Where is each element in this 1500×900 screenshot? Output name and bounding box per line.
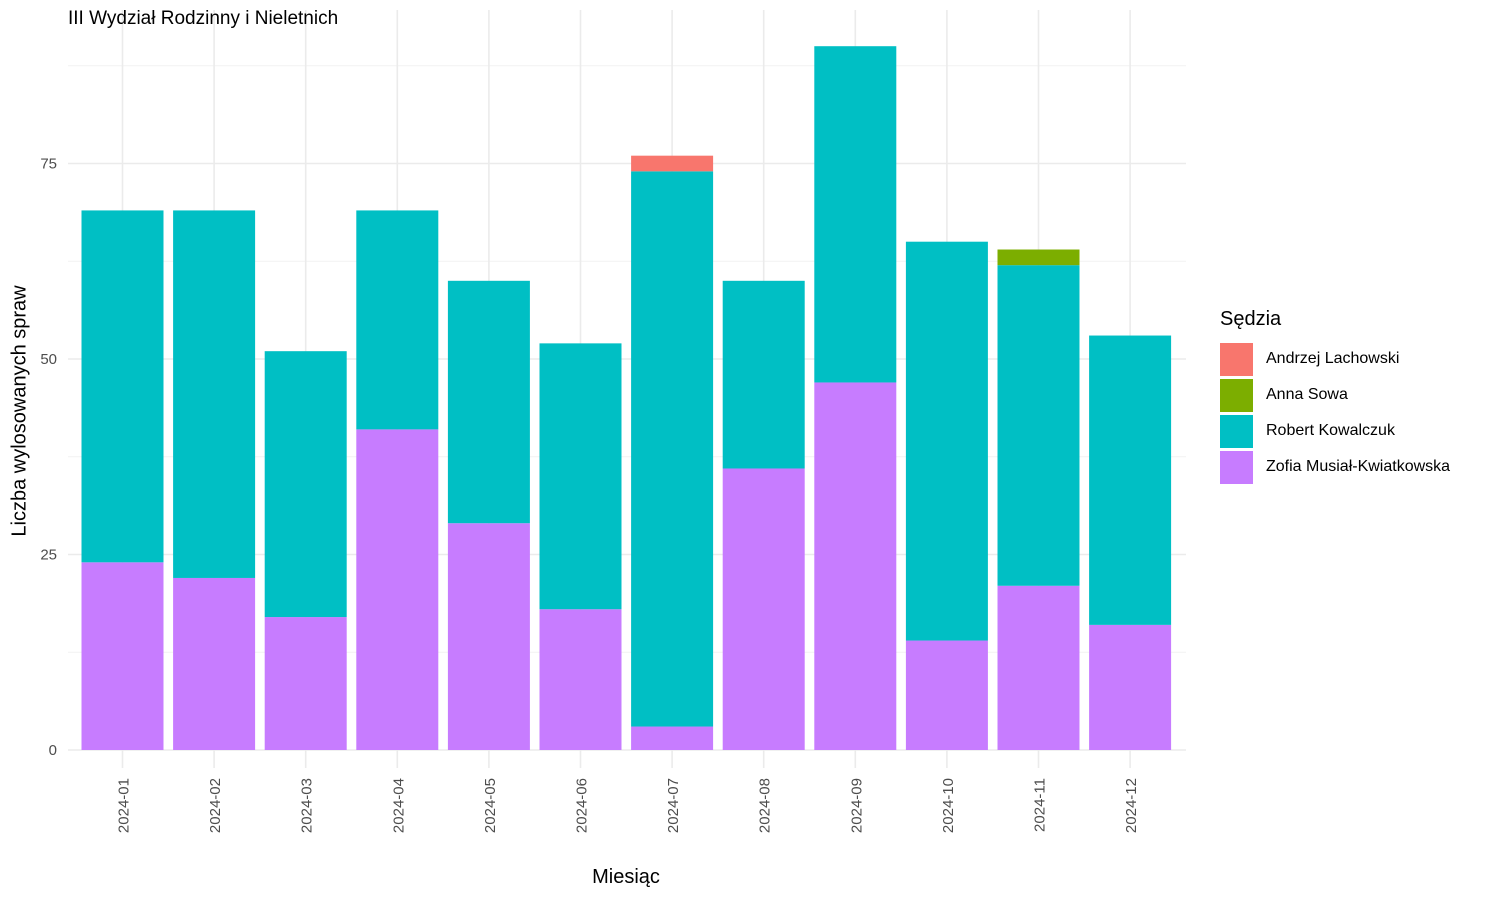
legend-swatch bbox=[1220, 378, 1253, 412]
bar-segment bbox=[997, 585, 1080, 750]
bar-segment bbox=[173, 577, 256, 750]
bar-segment bbox=[447, 523, 530, 750]
bar-segment bbox=[81, 562, 164, 750]
x-tick-label: 2024-07 bbox=[665, 778, 682, 833]
legend-swatch bbox=[1220, 450, 1253, 484]
bar-segment bbox=[722, 468, 805, 750]
bar-segment bbox=[1089, 335, 1172, 625]
legend-item: Zofia Musiał-Kwiatkowska bbox=[1220, 449, 1450, 485]
bar-segment bbox=[356, 210, 439, 430]
legend-label: Zofia Musiał-Kwiatkowska bbox=[1266, 458, 1451, 475]
bar-segment bbox=[997, 249, 1080, 266]
x-tick-label: 2024-01 bbox=[116, 778, 133, 833]
y-tick-label: 50 bbox=[40, 351, 57, 368]
bar-segment bbox=[539, 609, 622, 750]
bar-segment bbox=[539, 343, 622, 610]
bar-segment bbox=[631, 171, 714, 727]
bar-segment bbox=[631, 726, 714, 750]
y-axis-label: Liczba wylosowanych spraw bbox=[8, 285, 31, 537]
bar-segment bbox=[814, 382, 897, 750]
x-tick-label: 2024-09 bbox=[848, 778, 865, 833]
x-tick-label: 2024-04 bbox=[390, 778, 407, 833]
legend-item: Andrzej Lachowski bbox=[1220, 341, 1450, 377]
bar-segment bbox=[173, 210, 256, 578]
x-tick-label: 2024-10 bbox=[940, 778, 957, 833]
y-tick-label: 25 bbox=[40, 547, 57, 564]
bar-segment bbox=[356, 429, 439, 750]
bar-segment bbox=[447, 280, 530, 524]
x-axis-label: Miesiąc bbox=[592, 866, 660, 888]
legend-title: Sędzia bbox=[1220, 308, 1282, 330]
legend-label: Andrzej Lachowski bbox=[1266, 350, 1400, 367]
legend-swatch bbox=[1220, 342, 1253, 376]
chart-title: III Wydział Rodzinny i Nieletnich bbox=[68, 8, 339, 29]
legend-label: Anna Sowa bbox=[1266, 386, 1348, 403]
x-tick-label: 2024-03 bbox=[299, 778, 316, 833]
bar-segment bbox=[814, 46, 897, 383]
bar-segment bbox=[264, 351, 347, 618]
legend-item: Robert Kowalczuk bbox=[1220, 413, 1450, 449]
x-tick-label: 2024-02 bbox=[207, 778, 224, 833]
legend-label: Robert Kowalczuk bbox=[1266, 422, 1395, 439]
bar-segment bbox=[722, 280, 805, 469]
x-tick-label: 2024-12 bbox=[1123, 778, 1140, 833]
y-tick-label: 75 bbox=[40, 156, 57, 173]
bar-segment bbox=[905, 241, 988, 641]
legend: Sędzia Andrzej Lachowski Anna Sowa Robert … bbox=[1220, 308, 1450, 485]
bar-segment bbox=[631, 155, 714, 172]
bar-segment bbox=[81, 210, 164, 563]
bar-segment bbox=[264, 617, 347, 750]
x-tick-label: 2024-06 bbox=[574, 778, 591, 833]
bar-segment bbox=[905, 640, 988, 750]
x-tick-label: 2024-11 bbox=[1032, 778, 1049, 832]
x-tick-label: 2024-05 bbox=[482, 778, 499, 833]
x-tick-label: 2024-08 bbox=[757, 778, 774, 833]
legend-item: Anna Sowa bbox=[1220, 377, 1450, 413]
bar-segment bbox=[1089, 624, 1172, 750]
bar-segment bbox=[997, 265, 1080, 586]
legend-swatch bbox=[1220, 414, 1253, 448]
y-tick-label: 0 bbox=[49, 742, 57, 759]
